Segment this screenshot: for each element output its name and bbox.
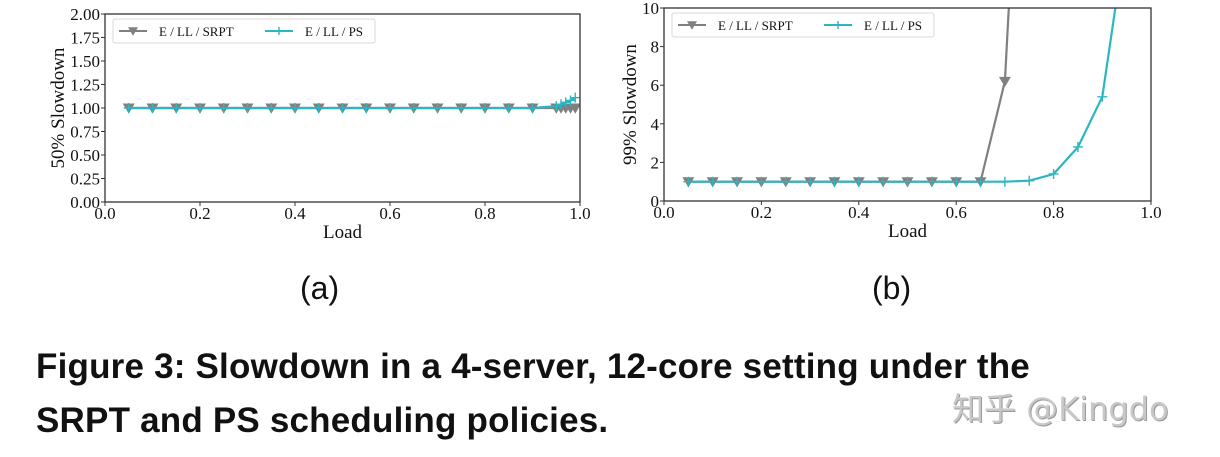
y-tick-label: 6 (651, 76, 660, 95)
legend: E / LL / SRPT E / LL / PS (112, 18, 376, 44)
y-tick-label: 1.00 (70, 99, 100, 118)
plus-marker (313, 103, 324, 113)
plus-marker (683, 176, 694, 187)
plus-marker (218, 103, 229, 113)
plus-marker (732, 176, 743, 187)
plus-marker (337, 103, 348, 113)
y-tick-label: 8 (651, 38, 660, 57)
y-tick-label: 0.50 (70, 146, 100, 165)
legend-label-ps: E / LL / PS (864, 18, 922, 33)
x-tick-label: 1.0 (1140, 203, 1161, 222)
y-tick-label: 10 (642, 0, 659, 18)
triangle-down-marker (128, 27, 138, 36)
y-tick-label: 2 (651, 153, 660, 172)
plus-marker (1048, 168, 1059, 179)
plus-marker (853, 176, 864, 187)
y-tick-label: 0.25 (70, 170, 100, 189)
plus-marker (756, 176, 767, 187)
x-tick-label: 0.8 (474, 204, 495, 223)
plus-marker (195, 103, 205, 113)
legend-box (112, 18, 376, 44)
legend: E / LL / SRPT E / LL / PS (671, 12, 935, 38)
y-tick-label: 0.00 (70, 193, 100, 212)
plus-marker (266, 103, 277, 113)
plus-marker (834, 21, 842, 29)
plus-marker (123, 103, 134, 113)
series-group (682, 8, 1117, 188)
plus-marker (975, 176, 986, 187)
triangle-down-marker (998, 76, 1011, 88)
y-tick-label: 2.00 (70, 5, 100, 24)
plus-marker (829, 176, 840, 187)
y-axis-label: 99% Slowdown (620, 44, 641, 165)
plus-marker (1072, 141, 1083, 152)
plus-marker (480, 103, 490, 113)
x-tick-label: 0.6 (946, 203, 967, 222)
series-group (122, 92, 580, 114)
x-tick-label: 0.4 (284, 204, 306, 223)
plus-marker (147, 103, 158, 113)
plus-marker (878, 176, 889, 187)
plus-marker (951, 176, 962, 187)
plus-marker (902, 176, 913, 187)
plus-marker (171, 103, 182, 113)
y-tick-label: 1.75 (70, 29, 100, 48)
x-tick-label: 0.0 (653, 203, 674, 222)
plus-marker (805, 176, 816, 187)
legend-box (671, 12, 935, 38)
watermark: 知乎 @Kingdo (952, 390, 1169, 428)
subfigure-label-a: (a) (300, 270, 340, 306)
chart-b: 0.0 0.2 0.4 0.6 0.8 1.0 0 2 4 6 8 10 Load 99% Slowdow… (620, 0, 1162, 242)
plus-marker (926, 176, 937, 187)
plus-marker (551, 101, 562, 112)
plus-marker (1097, 91, 1108, 102)
triangle-down-marker (569, 103, 580, 114)
x-tick-label: 0.4 (848, 203, 870, 222)
x-tick-label: 0.0 (94, 204, 115, 223)
plus-marker (408, 103, 419, 113)
x-axis-label: Load (888, 221, 928, 242)
y-tick-label: 4 (651, 115, 660, 134)
figure-panels: 0.0 0.2 0.4 0.6 0.8 1.00.000.250.500.751.001.… (48, 0, 1162, 243)
plus-marker (1024, 175, 1035, 186)
y-tick-label: 0.75 (70, 123, 100, 142)
legend-label-ps: E / LL / PS (305, 24, 363, 39)
plus-marker (556, 99, 566, 110)
plus-marker (503, 103, 514, 113)
caption-line-1: Figure 3: Slowdown in a 4-server, 12-cor… (36, 347, 1030, 386)
y-axis-label: 50% Slowdown (48, 47, 69, 168)
plus-marker (432, 103, 443, 113)
chart-a: 0.0 0.2 0.4 0.6 0.8 1.0 0.00 0.25 0.50 0.75 1.00 1.… (48, 5, 591, 243)
x-tick-label: 1.0 (569, 204, 590, 223)
plus-marker (707, 176, 718, 187)
x-tick-label: 0.8 (1043, 203, 1064, 222)
plus-marker (570, 92, 580, 103)
legend-label-srpt: E / LL / SRPT (159, 24, 234, 39)
plus-marker (456, 103, 467, 113)
plus-marker (361, 103, 372, 113)
y-tick-label: 1.50 (70, 52, 100, 71)
subfigure-label-b: (b) (872, 270, 912, 306)
plus-marker (385, 103, 395, 113)
plot-frame (663, 7, 1152, 202)
legend-label-srpt: E / LL / SRPT (718, 18, 793, 33)
caption-line-2: SRPT and PS scheduling policies. (36, 401, 609, 440)
plus-marker (560, 97, 571, 108)
x-tick-label: 0.2 (189, 204, 210, 223)
plus-marker (527, 103, 538, 113)
plus-marker (999, 176, 1010, 187)
x-tick-label: 0.2 (751, 203, 772, 222)
figure-caption: Figure 3: Slowdown in a 4-server, 12-cor… (36, 340, 1176, 448)
plus-marker (242, 103, 253, 113)
plus-marker (275, 27, 283, 35)
x-tick-label: 0.6 (379, 204, 400, 223)
triangle-down-marker (687, 21, 697, 30)
x-axis-label: Load (323, 222, 363, 243)
y-tick-label: 1.25 (70, 76, 100, 95)
plus-marker (780, 176, 791, 187)
plus-marker (290, 103, 300, 113)
y-tick-label: 0 (651, 192, 660, 211)
